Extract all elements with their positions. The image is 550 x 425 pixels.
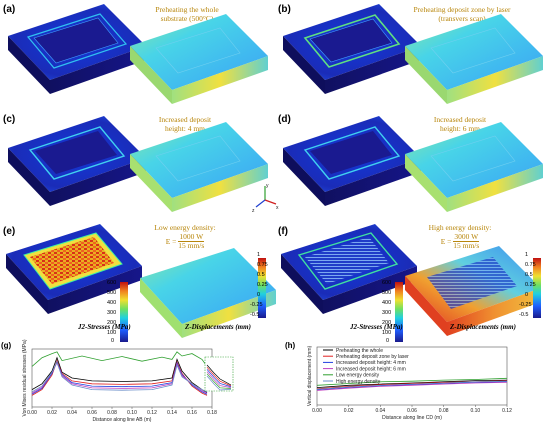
plot-area bbox=[31, 348, 213, 408]
x-axis-label: Distance along line AB (m) bbox=[93, 417, 152, 423]
panel-d: (d) Increased deposit height: 6 mm bbox=[275, 110, 550, 215]
panel-caption: Preheating the whole substrate (500°C) bbox=[155, 5, 219, 23]
stress-block bbox=[6, 224, 142, 314]
x-tick-label: 0.06 bbox=[407, 408, 417, 414]
stress-colorbar-title: J2-Stresses (MPa) bbox=[78, 323, 131, 331]
legend-entry: Increased deposit height: 6 mm bbox=[336, 366, 406, 372]
panel-g: (g) 0.00 0.02 0.04 0.06 0.08 0.10 0.12 0.14 0.16… bbox=[0, 339, 275, 425]
legend-entry: High energy density bbox=[336, 379, 381, 385]
legend-entry: Low energy density bbox=[336, 373, 380, 379]
stress-block bbox=[8, 4, 146, 94]
panel-label: (g) bbox=[1, 341, 12, 350]
svg-text:z: z bbox=[252, 208, 255, 214]
panel-c: (c) Increased deposit height: 4 mm bbox=[0, 110, 275, 215]
x-tick-label: 0.10 bbox=[470, 408, 480, 414]
series-line bbox=[316, 377, 508, 386]
x-tick-label: 0.00 bbox=[27, 410, 37, 416]
stress-colorbar bbox=[395, 282, 403, 342]
axis-triad-icon: y x z bbox=[252, 183, 279, 214]
displacement-block bbox=[405, 246, 541, 336]
series-line bbox=[31, 351, 208, 367]
panel-b: (b) Preheating deposit zone by laser (tra… bbox=[275, 0, 550, 108]
disp-colorbar bbox=[258, 258, 266, 318]
x-tick-label: 0.12 bbox=[147, 410, 157, 416]
inset-box bbox=[204, 356, 234, 392]
panel-caption: Preheating deposit zone by laser (transve… bbox=[413, 5, 511, 23]
x-tick-label: 0.02 bbox=[47, 410, 57, 416]
y-axis-label: Vertical displacement (mm) bbox=[307, 346, 313, 407]
x-tick-label: 0.08 bbox=[439, 408, 449, 414]
x-tick-label: 0.04 bbox=[375, 408, 385, 414]
panel-caption: High energy density: E = 3000 W 15 mm/s bbox=[428, 223, 492, 251]
series-line bbox=[31, 356, 208, 393]
series-line bbox=[316, 382, 508, 391]
stress-colorbar bbox=[120, 282, 128, 342]
x-tick-label: 0.18 bbox=[207, 410, 217, 416]
x-tick-label: 0.14 bbox=[167, 410, 177, 416]
stress-colorbar-title: J2-Stresses (MPa) bbox=[350, 323, 403, 331]
legend-entry: Preheating deposit zone by laser bbox=[336, 354, 409, 360]
panel-label: (f) bbox=[278, 226, 288, 237]
svg-text:y: y bbox=[266, 183, 269, 189]
panel-f: (f) High energy density: E = 3000 W 15 mm… bbox=[275, 218, 550, 344]
series-line bbox=[316, 381, 508, 391]
displacement-line-chart: 0.00 0.02 0.04 0.06 0.08 0.10 0.12 Distance alo… bbox=[307, 346, 512, 421]
panel-e: (e) Low energy density: E = 1000 W 15 mm/… bbox=[0, 218, 276, 344]
panel-caption: Low energy density: E = 1000 W 15 mm/s bbox=[154, 223, 216, 251]
panel-h: (h) 0.00 0.02 0.04 0.06 0.08 0.10 0.12 Distance… bbox=[275, 341, 550, 425]
inset-series-line bbox=[206, 366, 232, 387]
panel-label: (a) bbox=[3, 4, 16, 15]
inset-series-line bbox=[206, 369, 232, 388]
stress-block bbox=[283, 116, 421, 206]
panel-label: (b) bbox=[278, 4, 291, 15]
x-tick-label: 0.04 bbox=[67, 410, 77, 416]
x-tick-label: 0.10 bbox=[127, 410, 137, 416]
disp-colorbar-title: Z-Displacements (mm) bbox=[185, 323, 251, 331]
panel-label: (e) bbox=[3, 226, 16, 237]
displacement-block bbox=[130, 14, 268, 104]
stress-block bbox=[281, 224, 417, 314]
panel-caption: Increased deposit height: 4 mm bbox=[158, 115, 212, 133]
x-tick-label: 0.16 bbox=[187, 410, 197, 416]
displacement-block bbox=[140, 248, 276, 338]
panel-caption: Increased deposit height: 6 mm bbox=[433, 115, 487, 133]
displacement-block bbox=[405, 14, 543, 104]
x-tick-label: 0.12 bbox=[502, 408, 512, 414]
y-axis-label: Von Mises residual stresses (MPa) bbox=[22, 339, 28, 416]
panel-a: (a) Preheating the whole substrate (500°C… bbox=[0, 0, 275, 108]
svg-text:x: x bbox=[276, 205, 279, 211]
inset-series-line bbox=[206, 371, 232, 388]
x-tick-label: 0.08 bbox=[107, 410, 117, 416]
inset-series-line bbox=[206, 364, 232, 386]
series-line bbox=[316, 380, 508, 390]
displacement-block bbox=[405, 122, 543, 212]
panel-label: (d) bbox=[278, 114, 291, 125]
panel-label: (h) bbox=[285, 341, 296, 350]
plot-area bbox=[316, 346, 508, 406]
disp-colorbar bbox=[533, 258, 541, 318]
series-line bbox=[31, 361, 208, 393]
panel-label: (c) bbox=[3, 114, 16, 125]
disp-colorbar-title: Z-Displacements (mm) bbox=[450, 323, 516, 331]
x-axis-label: Distance along line CD (m) bbox=[382, 415, 442, 421]
legend-entry: Preheating the whole bbox=[336, 348, 383, 354]
stress-line-chart: 0.00 0.02 0.04 0.06 0.08 0.10 0.12 0.14 0.16 0.18… bbox=[22, 339, 234, 423]
legend-entry: Increased deposit height: 4 mm bbox=[336, 360, 406, 366]
x-tick-label: 0.06 bbox=[87, 410, 97, 416]
x-tick-label: 0.02 bbox=[344, 408, 354, 414]
series-line bbox=[316, 379, 508, 388]
stress-block bbox=[283, 4, 421, 94]
inset-series-line bbox=[206, 373, 232, 389]
x-tick-label: 0.00 bbox=[312, 408, 322, 414]
inset-series-line bbox=[206, 375, 232, 391]
stress-block bbox=[8, 116, 146, 206]
displacement-block bbox=[130, 122, 268, 212]
